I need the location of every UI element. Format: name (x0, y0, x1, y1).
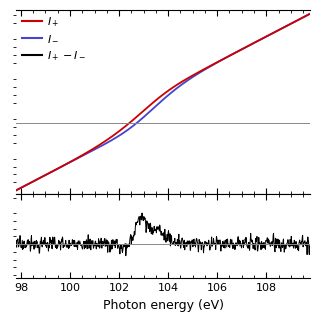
Legend: $I_+$, $I_-$, $I_+ - I_-$: $I_+$, $I_-$, $I_+ - I_-$ (19, 13, 89, 65)
X-axis label: Photon energy (eV): Photon energy (eV) (103, 299, 224, 312)
